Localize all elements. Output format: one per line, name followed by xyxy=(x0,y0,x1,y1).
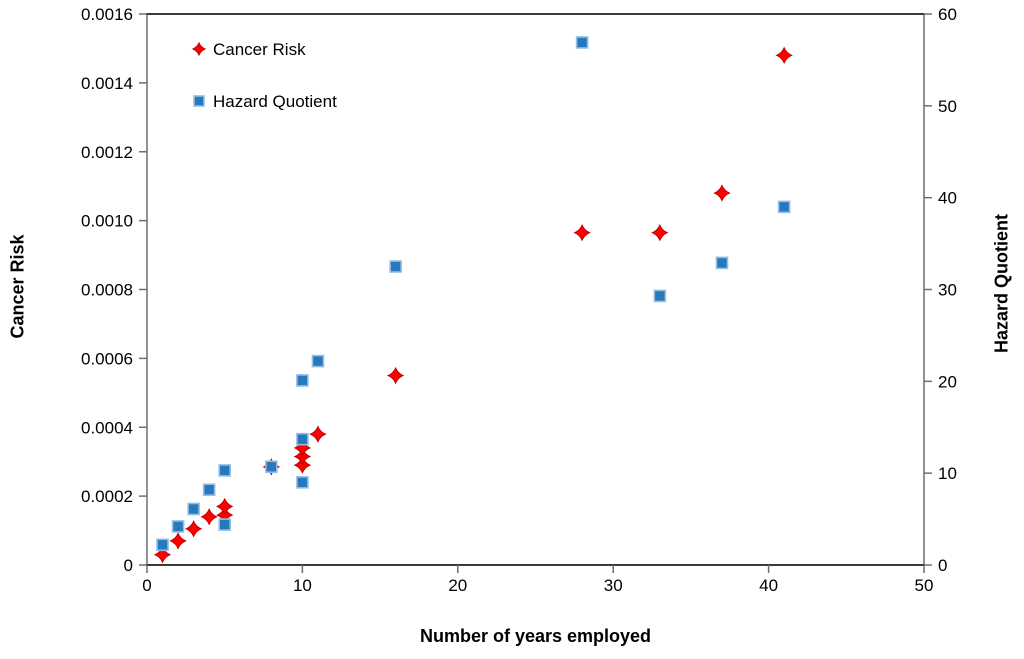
data-point-hazard-quotient xyxy=(218,464,231,477)
data-point-hazard-quotient xyxy=(156,538,169,552)
x-axis-tick-label: 0 xyxy=(142,576,151,595)
data-point-cancer-risk xyxy=(573,223,591,242)
legend-label: Hazard Quotient xyxy=(213,92,337,111)
data-point-cancer-risk xyxy=(386,366,405,385)
data-point-hazard-quotient xyxy=(187,502,200,516)
legend-marker-cancer-risk xyxy=(191,41,207,57)
data-point-cancer-risk xyxy=(153,545,172,564)
left-axis-tick-label: 0 xyxy=(124,556,133,575)
data-point-cancer-risk xyxy=(169,532,187,550)
legend-label: Cancer Risk xyxy=(213,40,306,59)
right-axis-tick-label: 10 xyxy=(938,464,957,483)
data-point-hazard-quotient xyxy=(218,518,231,531)
data-point-cancer-risk xyxy=(713,184,731,202)
x-axis-tick-label: 40 xyxy=(759,576,778,595)
data-point-cancer-risk xyxy=(309,425,327,443)
left-axis-tick-label: 0.0010 xyxy=(81,212,133,231)
data-point-hazard-quotient xyxy=(575,36,589,49)
right-axis-tick-label: 50 xyxy=(938,97,957,116)
data-point-hazard-quotient xyxy=(311,354,325,368)
left-axis-tick-label: 0.0008 xyxy=(81,281,133,300)
data-point-cancer-risk xyxy=(293,439,312,457)
data-point-hazard-quotient xyxy=(202,483,216,496)
legend-marker-hazard-quotient xyxy=(193,95,205,107)
right-axis-tick-label: 30 xyxy=(938,281,957,300)
data-point-hazard-quotient xyxy=(296,432,309,446)
left-axis-tick-label: 0.0006 xyxy=(81,349,133,368)
right-axis-tick-label: 20 xyxy=(938,372,957,391)
data-point-cancer-risk xyxy=(775,46,793,65)
data-point-hazard-quotient xyxy=(265,460,278,474)
data-point-hazard-quotient xyxy=(715,256,729,270)
left-axis-tick-label: 0.0014 xyxy=(81,74,133,93)
left-axis-tick-label: 0.0004 xyxy=(81,418,133,437)
x-axis-tick-label: 20 xyxy=(448,576,467,595)
data-point-cancer-risk xyxy=(651,223,669,242)
x-axis-title: Number of years employed xyxy=(419,626,652,646)
x-axis-tick-label: 30 xyxy=(604,576,623,595)
data-point-hazard-quotient xyxy=(296,374,309,387)
x-axis-tick-label: 10 xyxy=(293,576,312,595)
right-axis-tick-label: 40 xyxy=(938,189,957,208)
right-axis-tick-label: 60 xyxy=(938,5,957,24)
data-point-hazard-quotient xyxy=(389,260,402,273)
right-axis-tick-label: 0 xyxy=(938,556,947,575)
left-axis-tick-label: 0.0002 xyxy=(81,487,133,506)
data-point-hazard-quotient xyxy=(653,289,667,303)
data-point-cancer-risk xyxy=(184,520,203,538)
left-axis-tick-label: 0.0012 xyxy=(81,143,133,162)
data-point-hazard-quotient xyxy=(171,520,185,533)
data-point-hazard-quotient xyxy=(777,200,791,214)
x-axis-tick-label: 50 xyxy=(915,576,934,595)
data-point-cancer-risk xyxy=(200,508,218,526)
data-point-cancer-risk xyxy=(215,497,234,516)
left-axis-tick-label: 0.0016 xyxy=(81,5,133,24)
data-point-hazard-quotient xyxy=(296,476,309,489)
